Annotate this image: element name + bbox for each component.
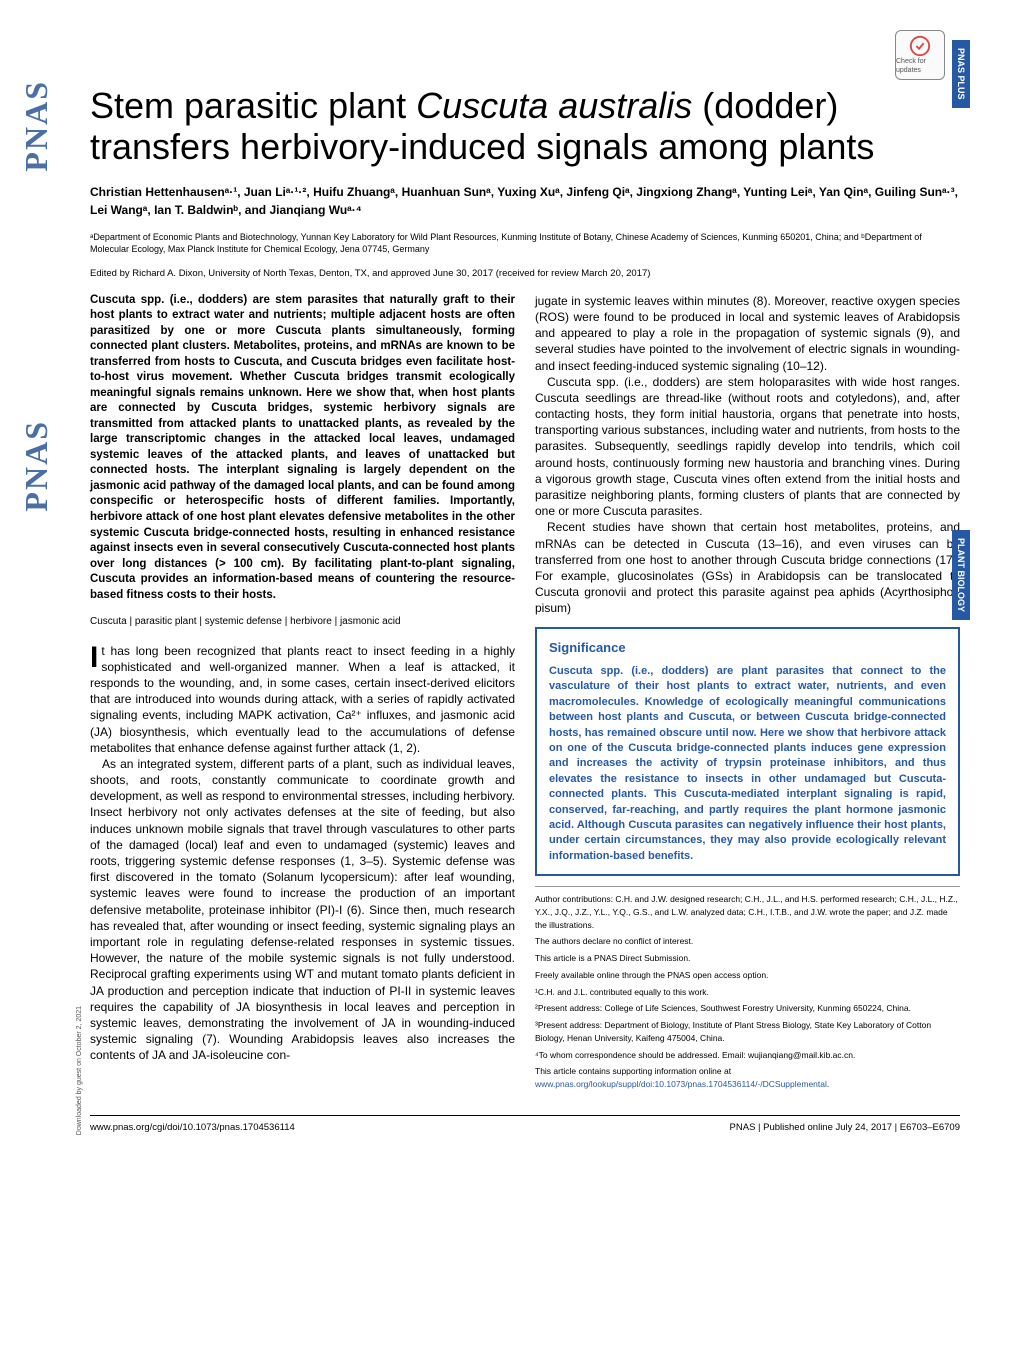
check-updates-badge[interactable]: Check for updates [895, 30, 945, 80]
footnote-2: ²Present address: College of Life Scienc… [535, 1002, 960, 1015]
supplemental-info: This article contains supporting informa… [535, 1065, 960, 1091]
authors-list: Christian Hettenhausenᵃ·¹, Juan Liᵃ·¹·²,… [90, 183, 960, 219]
page-footer: www.pnas.org/cgi/doi/10.1073/pnas.170453… [90, 1115, 960, 1135]
abstract: Cuscuta spp. (i.e., dodders) are stem pa… [90, 293, 515, 603]
doi-link[interactable]: www.pnas.org/cgi/doi/10.1073/pnas.170453… [90, 1122, 295, 1135]
open-access: Freely available online through the PNAS… [535, 969, 960, 982]
direct-submission: This article is a PNAS Direct Submission… [535, 952, 960, 965]
article-title: Stem parasitic plant Cuscuta australis (… [90, 85, 960, 168]
dropcap: I [90, 643, 101, 671]
affiliations: ᵃDepartment of Economic Plants and Biote… [90, 231, 960, 256]
pnas-plus-badge: PNAS PLUS [952, 40, 970, 108]
left-column: Cuscuta spp. (i.e., dodders) are stem pa… [90, 293, 515, 1095]
downloaded-stamp: Downloaded by guest on October 2, 2021 [75, 1006, 84, 1135]
body-text-right: jugate in systemic leaves within minutes… [535, 293, 960, 617]
check-updates-icon [909, 35, 931, 57]
supplemental-link[interactable]: www.pnas.org/lookup/suppl/doi:10.1073/pn… [535, 1079, 827, 1089]
footnote-4: ⁴To whom correspondence should be addres… [535, 1049, 960, 1062]
significance-text: Cuscuta spp. (i.e., dodders) are plant p… [549, 664, 946, 864]
edited-by: Edited by Richard A. Dixon, University o… [90, 268, 960, 281]
pnas-brand-vertical-1: PNAS [15, 80, 58, 172]
keywords: Cuscuta | parasitic plant | systemic def… [90, 615, 515, 629]
conflict-statement: The authors declare no conflict of inter… [535, 935, 960, 948]
body-text-left: It has long been recognized that plants … [90, 643, 515, 1064]
author-contributions: Author contributions: C.H. and J.W. desi… [535, 893, 960, 931]
right-column: jugate in systemic leaves within minutes… [535, 293, 960, 1095]
footnote-1: ¹C.H. and J.L. contributed equally to th… [535, 986, 960, 999]
pnas-brand-vertical-2: PNAS [15, 420, 58, 512]
check-updates-label: Check for updates [896, 57, 944, 76]
footer-metadata: Author contributions: C.H. and J.W. desi… [535, 886, 960, 1091]
significance-box: Significance Cuscuta spp. (i.e., dodders… [535, 627, 960, 877]
two-column-layout: Cuscuta spp. (i.e., dodders) are stem pa… [90, 293, 960, 1095]
significance-title: Significance [549, 639, 946, 657]
footnote-3: ³Present address: Department of Biology,… [535, 1019, 960, 1045]
page-info: PNAS | Published online July 24, 2017 | … [730, 1122, 960, 1135]
plant-biology-badge: PLANT BIOLOGY [952, 530, 970, 620]
